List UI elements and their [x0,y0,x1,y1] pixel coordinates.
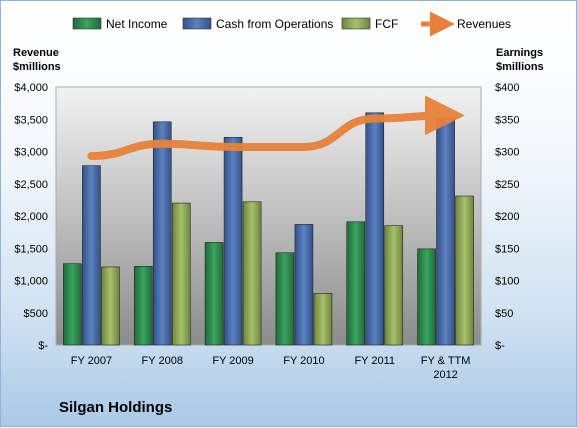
revenue-line-layer [87,95,465,161]
cash-from-operations-bar [223,137,243,346]
left-tick-label: $- [38,340,48,352]
x-axis-labels: FY 2007 FY 2008 FY 2009 FY 2010 FY 2011 FY & … [71,355,471,381]
fcf-bar [171,202,191,346]
fcf-bar [101,266,120,346]
left-tick-label: $3,000 [14,147,48,159]
right-tick-label: $100 [495,276,519,288]
fcf-bar [242,201,262,346]
cash-from-operations-bar [82,165,101,346]
right-tick-label: $400 [495,82,519,94]
x-tick-label: 2012 [433,369,457,381]
legend-swatch [72,17,102,30]
legend-label: FCF [375,17,398,31]
revenue-line [87,95,465,161]
net-income-bar [417,248,436,346]
x-tick-label: FY & TTM [421,355,471,367]
left-axis: $- $500 $1,000 $1,500 $2,000 $2,500 $3,000 $3,5… [14,82,48,352]
legend-swatch [341,17,371,30]
left-tick-label: $1,000 [14,276,48,288]
legend-label: Cash from Operations [216,17,333,31]
cash-from-operations-bar [365,112,385,346]
fcf-bar [384,225,404,346]
left-tick-label: $2,500 [14,179,48,191]
x-tick-label: FY 2008 [142,355,183,367]
net-income-bar [63,263,82,346]
bars-layer [63,112,474,346]
plot-area [55,86,482,346]
right-axis-title-line1: Earnings [496,47,544,59]
x-tick-label: FY 2011 [354,355,395,367]
right-tick-label: $- [495,340,505,352]
cash-from-operations-bar [436,117,455,346]
fcf-bar [455,195,474,346]
left-tick-label: $1,500 [14,243,48,255]
x-tick-label: FY 2009 [212,355,253,367]
left-axis-title-line2: $millions [13,61,61,73]
cash-from-operations-bar [294,224,314,346]
cash-from-operations-bar [152,121,172,346]
legend-swatch [182,17,212,30]
right-tick-label: $250 [495,179,519,191]
right-tick-label: $50 [495,308,513,320]
net-income-bar [133,266,153,346]
legend-label: Net Income [106,17,168,31]
left-tick-label: $3,500 [14,114,48,126]
net-income-bar [346,221,366,346]
fcf-bar [313,293,333,346]
x-tick-label: FY 2007 [71,355,112,367]
right-axis: $- $50 $100 $150 $200 $250 $300 $350 $400 [495,82,519,352]
left-tick-label: $2,000 [14,211,48,223]
right-tick-label: $200 [495,211,519,223]
x-tick-label: FY 2010 [283,355,324,367]
net-income-bar [275,252,295,346]
legend: Net Income Cash from Operations FCF Revenue… [72,11,511,37]
right-tick-label: $350 [495,114,519,126]
company-label: Silgan Holdings [59,399,173,416]
right-tick-label: $150 [495,243,519,255]
left-axis-title-line1: Revenue [13,47,59,59]
left-tick-label: $500 [24,308,48,320]
right-axis-title: Earnings $millions [496,46,544,74]
net-income-bar [204,242,224,346]
legend-label: Revenues [457,17,511,31]
right-axis-title-line2: $millions [496,61,544,73]
right-tick-label: $300 [495,147,519,159]
left-axis-title: Revenue $millions [13,46,61,74]
left-tick-label: $4,000 [14,82,48,94]
